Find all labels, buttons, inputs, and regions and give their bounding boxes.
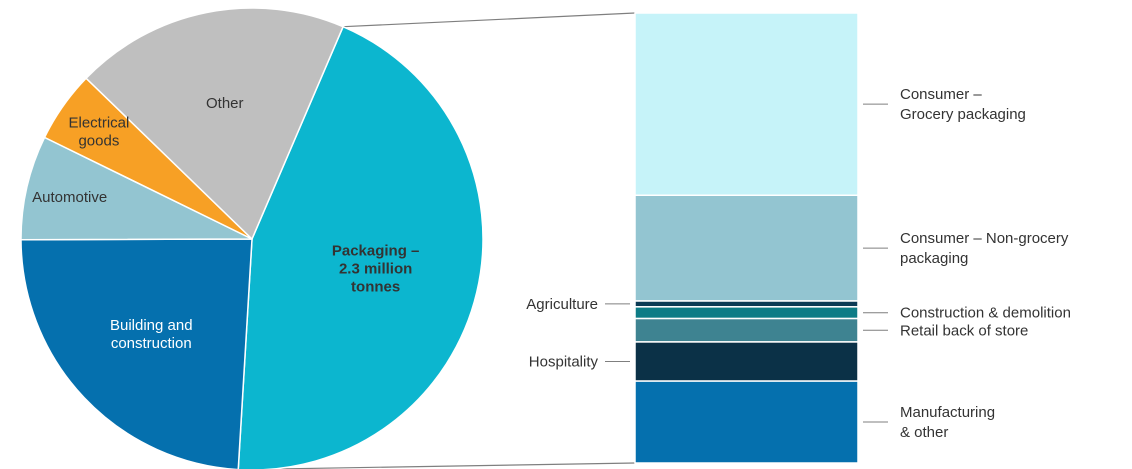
bar-label-construction-and-demolition: Construction & demolition <box>900 305 1071 322</box>
pie-label-other: Other <box>206 95 244 112</box>
pie-slice-building-and-construction <box>20 238 253 469</box>
pie-slice-other <box>85 7 345 241</box>
pie-label-packaging-2-3-million-tonnes: Packaging –2.3 million tonnes <box>332 242 420 295</box>
connector-lines <box>238 12 636 469</box>
pie-slice-automotive <box>20 136 253 241</box>
bar-segment-construction-and-demolition <box>634 306 859 320</box>
bar-label-consumer-non-grocery-packaging: Consumer – Non-grocery packaging <box>900 230 1069 267</box>
bar-segment-agriculture <box>634 300 859 308</box>
pie-label-electrical-goods: Electrical goods <box>68 114 129 149</box>
bar-segment-consumer-grocery-packaging <box>634 12 859 196</box>
connector-bottom <box>238 462 636 469</box>
chart-labels: Packaging –2.3 million tonnes Building and… <box>32 86 1071 441</box>
bar-segment-consumer-non-grocery-packaging <box>634 194 859 302</box>
connector-top <box>343 12 636 28</box>
bar-label-hospitality: Hospitality <box>529 354 599 371</box>
bar-label-manufacturing-and-other: Manufacturing & other <box>900 404 995 441</box>
pie-chart <box>20 7 484 469</box>
bar-label-retail-back-of-store: Retail back of store <box>900 322 1028 339</box>
bar-segment-hospitality <box>634 341 859 382</box>
bar-label-agriculture: Agriculture <box>526 296 598 313</box>
pie-label-automotive: Automotive <box>32 189 107 206</box>
pie-slice-packaging-2-3-million-tonnes <box>237 25 484 469</box>
bar-segment-retail-back-of-store <box>634 317 859 343</box>
stacked-bar <box>634 12 859 464</box>
bar-segment-manufacturing-and-other <box>634 380 859 464</box>
pie-label-building-and-construction: Building and construction <box>110 317 193 352</box>
bar-label-consumer-grocery-packaging: Consumer – Grocery packaging <box>900 86 1026 123</box>
